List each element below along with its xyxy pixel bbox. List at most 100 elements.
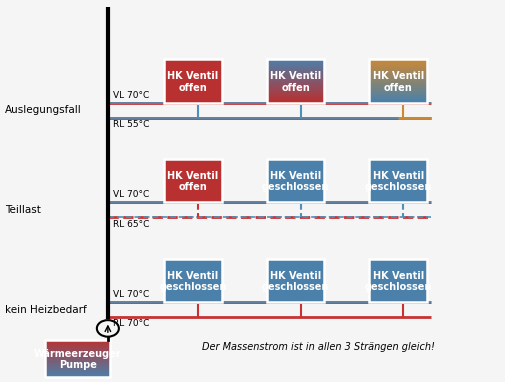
Bar bbox=[164, 169, 221, 170]
Bar bbox=[369, 86, 426, 87]
Bar bbox=[266, 290, 324, 291]
Bar bbox=[369, 264, 426, 265]
Bar bbox=[164, 59, 221, 60]
Bar bbox=[266, 177, 324, 178]
Bar bbox=[266, 93, 324, 94]
Bar bbox=[266, 190, 324, 191]
Bar bbox=[369, 187, 426, 188]
Bar bbox=[369, 289, 426, 290]
Bar bbox=[164, 190, 221, 191]
Bar bbox=[369, 190, 426, 191]
Bar bbox=[164, 197, 221, 198]
Bar bbox=[164, 159, 221, 160]
Bar bbox=[266, 165, 324, 167]
Bar bbox=[45, 341, 110, 342]
Text: offen: offen bbox=[281, 83, 309, 93]
Bar bbox=[164, 185, 221, 186]
Bar bbox=[266, 263, 324, 264]
Bar bbox=[164, 162, 221, 163]
Bar bbox=[369, 198, 426, 199]
Text: Teillast: Teillast bbox=[5, 205, 41, 215]
Bar bbox=[369, 288, 426, 289]
Bar bbox=[164, 86, 221, 87]
Bar bbox=[369, 167, 426, 168]
Bar bbox=[369, 262, 426, 263]
Bar bbox=[266, 191, 324, 193]
Bar bbox=[266, 175, 324, 176]
Bar bbox=[369, 63, 426, 65]
Bar bbox=[164, 298, 221, 299]
Bar bbox=[45, 360, 110, 361]
Bar bbox=[369, 98, 426, 99]
Bar bbox=[266, 187, 324, 188]
Bar bbox=[369, 295, 426, 296]
Text: HK Ventil: HK Ventil bbox=[167, 271, 218, 281]
Bar bbox=[369, 175, 426, 176]
Bar bbox=[164, 65, 221, 66]
Bar bbox=[164, 196, 221, 197]
Bar bbox=[164, 300, 221, 301]
Bar bbox=[45, 356, 110, 357]
Bar bbox=[369, 290, 426, 291]
Bar bbox=[369, 266, 426, 267]
Bar bbox=[164, 84, 221, 85]
Bar bbox=[164, 170, 221, 171]
Bar bbox=[266, 67, 324, 68]
Bar bbox=[164, 163, 221, 164]
Text: HK Ventil: HK Ventil bbox=[372, 71, 423, 81]
Bar bbox=[369, 183, 426, 184]
Bar bbox=[369, 296, 426, 297]
Bar bbox=[369, 280, 426, 282]
Bar bbox=[266, 78, 324, 79]
Bar bbox=[369, 70, 426, 71]
Text: kein Heizbedarf: kein Heizbedarf bbox=[5, 304, 87, 315]
Bar bbox=[164, 299, 221, 300]
Bar bbox=[164, 295, 221, 296]
Bar bbox=[164, 272, 221, 273]
Bar bbox=[369, 81, 426, 82]
Bar bbox=[369, 297, 426, 298]
Bar bbox=[266, 92, 324, 93]
Bar bbox=[266, 199, 324, 200]
Bar bbox=[164, 99, 221, 100]
Bar bbox=[266, 180, 324, 181]
Text: RL 70°C: RL 70°C bbox=[113, 319, 149, 329]
Text: geschlossen: geschlossen bbox=[364, 282, 431, 292]
Bar bbox=[164, 87, 221, 89]
Bar bbox=[369, 85, 426, 86]
Bar bbox=[369, 259, 426, 302]
Bar bbox=[164, 260, 221, 261]
Bar bbox=[369, 160, 426, 161]
Bar bbox=[164, 95, 221, 96]
Bar bbox=[369, 272, 426, 273]
Bar bbox=[164, 80, 221, 81]
Bar bbox=[369, 263, 426, 264]
Bar bbox=[164, 290, 221, 291]
Bar bbox=[266, 172, 324, 173]
Bar bbox=[164, 288, 221, 289]
Bar bbox=[369, 186, 426, 187]
Bar bbox=[45, 372, 110, 374]
Bar bbox=[164, 191, 221, 193]
Bar bbox=[164, 301, 221, 302]
Bar bbox=[164, 180, 221, 181]
Bar bbox=[369, 265, 426, 266]
Bar bbox=[369, 299, 426, 300]
Bar bbox=[164, 198, 221, 199]
Bar bbox=[266, 171, 324, 172]
Bar bbox=[164, 178, 221, 180]
Bar bbox=[369, 87, 426, 89]
Bar bbox=[369, 173, 426, 174]
Bar bbox=[266, 283, 324, 284]
Bar bbox=[266, 276, 324, 277]
Bar bbox=[164, 171, 221, 172]
Bar bbox=[369, 72, 426, 73]
Bar bbox=[164, 273, 221, 274]
Bar bbox=[266, 83, 324, 84]
Bar bbox=[369, 161, 426, 162]
Bar bbox=[266, 161, 324, 162]
Bar bbox=[164, 89, 221, 91]
Bar bbox=[369, 73, 426, 74]
Bar bbox=[164, 195, 221, 196]
Bar bbox=[266, 295, 324, 296]
